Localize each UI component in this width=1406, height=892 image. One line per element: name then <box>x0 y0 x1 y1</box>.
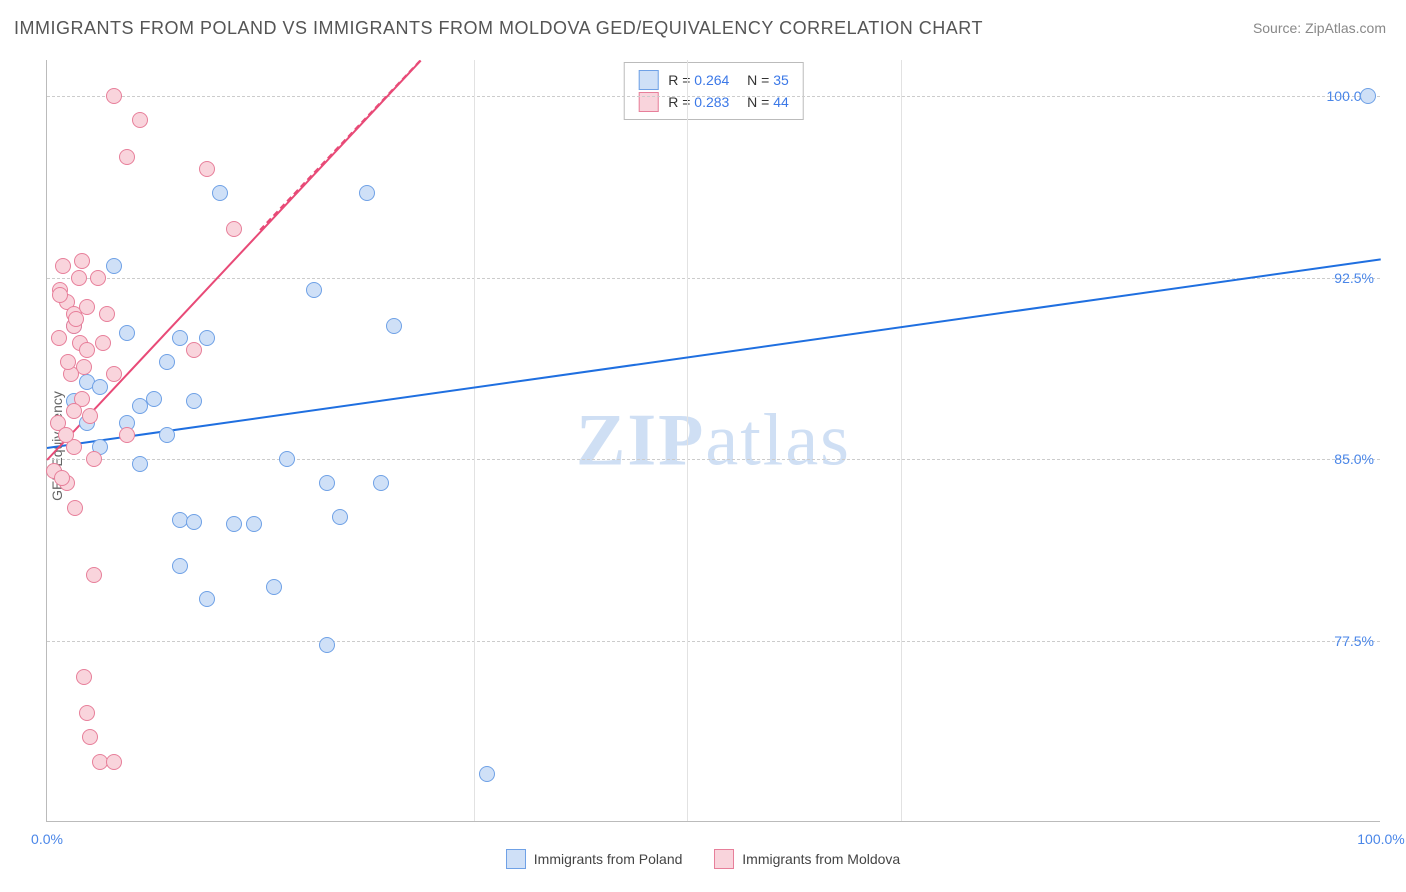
trend-line <box>260 60 422 231</box>
data-point <box>67 500 83 516</box>
legend-r-value-poland: 0.264 <box>694 72 729 88</box>
data-point <box>106 258 122 274</box>
source-link[interactable]: ZipAtlas.com <box>1305 20 1386 36</box>
data-point <box>106 754 122 770</box>
data-point <box>79 342 95 358</box>
data-point <box>319 475 335 491</box>
data-point <box>55 258 71 274</box>
data-point <box>79 299 95 315</box>
legend-label-moldova: Immigrants from Moldova <box>742 851 900 867</box>
x-tick-label: 100.0% <box>1357 831 1404 847</box>
data-point <box>119 325 135 341</box>
data-point <box>159 354 175 370</box>
trend-line <box>47 258 1381 449</box>
data-point <box>226 516 242 532</box>
data-point <box>132 112 148 128</box>
data-point <box>212 185 228 201</box>
data-point <box>186 342 202 358</box>
legend-row-poland: R = 0.264 N = 35 <box>638 69 789 91</box>
data-point <box>172 558 188 574</box>
watermark: ZIPatlas <box>576 398 851 483</box>
data-point <box>66 403 82 419</box>
legend-row-moldova: R = 0.283 N = 44 <box>638 91 789 113</box>
data-point <box>71 270 87 286</box>
legend-n-label: N = 44 <box>739 91 788 113</box>
data-point <box>74 253 90 269</box>
data-point <box>92 379 108 395</box>
data-point <box>319 637 335 653</box>
swatch-poland <box>638 70 658 90</box>
y-tick-label: 92.5% <box>1334 270 1374 286</box>
source-prefix: Source: <box>1253 20 1305 36</box>
swatch-moldova-icon <box>714 849 734 869</box>
chart-title: IMMIGRANTS FROM POLAND VS IMMIGRANTS FRO… <box>14 18 983 39</box>
data-point <box>76 669 92 685</box>
data-point <box>226 221 242 237</box>
watermark-atlas: atlas <box>705 399 851 481</box>
data-point <box>86 451 102 467</box>
x-tick-label: 0.0% <box>31 831 63 847</box>
data-point <box>159 427 175 443</box>
data-point <box>132 456 148 472</box>
data-point <box>373 475 389 491</box>
legend-item-poland: Immigrants from Poland <box>506 849 683 869</box>
data-point <box>186 393 202 409</box>
data-point <box>82 408 98 424</box>
data-point <box>90 270 106 286</box>
data-point <box>82 729 98 745</box>
swatch-poland-icon <box>506 849 526 869</box>
legend-bottom: Immigrants from Poland Immigrants from M… <box>0 849 1406 872</box>
swatch-moldova <box>638 92 658 112</box>
data-point <box>106 366 122 382</box>
legend-r-label: R = 0.283 <box>668 91 729 113</box>
data-point <box>60 354 76 370</box>
legend-n-label: N = 35 <box>739 69 788 91</box>
data-point <box>359 185 375 201</box>
legend-stats-box: R = 0.264 N = 35 R = 0.283 N = 44 <box>623 62 804 120</box>
data-point <box>119 427 135 443</box>
data-point <box>51 330 67 346</box>
data-point <box>246 516 262 532</box>
source-label: Source: ZipAtlas.com <box>1253 20 1386 36</box>
data-point <box>186 514 202 530</box>
y-tick-label: 85.0% <box>1334 451 1374 467</box>
data-point <box>479 766 495 782</box>
legend-item-moldova: Immigrants from Moldova <box>714 849 900 869</box>
data-point <box>79 705 95 721</box>
data-point <box>199 591 215 607</box>
y-tick-label: 77.5% <box>1334 633 1374 649</box>
legend-n-value-poland: 35 <box>773 72 789 88</box>
data-point <box>1360 88 1376 104</box>
data-point <box>95 335 111 351</box>
legend-label-poland: Immigrants from Poland <box>534 851 683 867</box>
data-point <box>172 330 188 346</box>
data-point <box>199 330 215 346</box>
data-point <box>199 161 215 177</box>
watermark-zip: ZIP <box>576 399 705 481</box>
data-point <box>106 88 122 104</box>
scatter-plot: ZIPatlas R = 0.264 N = 35 R = 0.283 N = … <box>46 60 1380 822</box>
data-point <box>54 470 70 486</box>
data-point <box>306 282 322 298</box>
data-point <box>266 579 282 595</box>
data-point <box>119 149 135 165</box>
data-point <box>52 287 68 303</box>
data-point <box>99 306 115 322</box>
data-point <box>86 567 102 583</box>
data-point <box>58 427 74 443</box>
data-point <box>386 318 402 334</box>
data-point <box>332 509 348 525</box>
data-point <box>132 398 148 414</box>
data-point <box>279 451 295 467</box>
legend-r-label: R = 0.264 <box>668 69 729 91</box>
